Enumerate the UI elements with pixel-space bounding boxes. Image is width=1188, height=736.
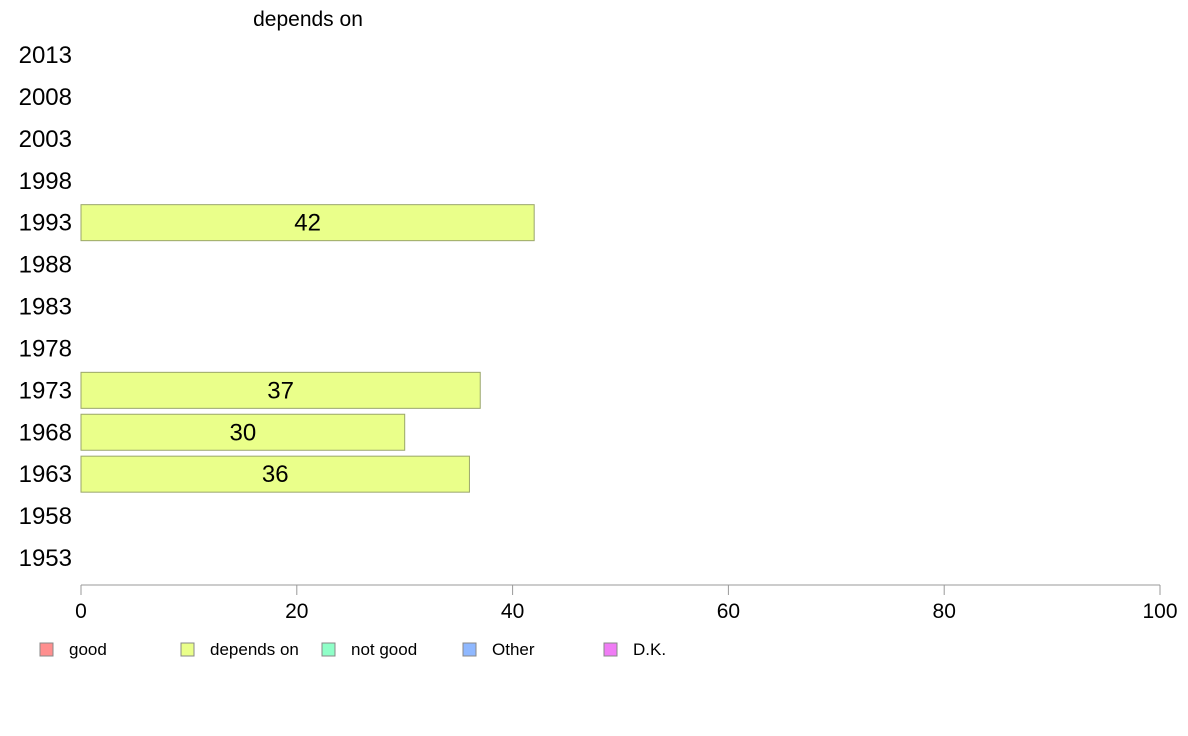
legend-swatch-depends-on bbox=[180, 642, 195, 657]
category-label-1993: 1993 bbox=[19, 210, 72, 237]
legend-swatch-not-good bbox=[321, 642, 336, 657]
bar-value-label-1993: 42 bbox=[294, 210, 321, 237]
legend-label-other: Other bbox=[492, 640, 535, 659]
legend-label-depends-on: depends on bbox=[210, 640, 299, 659]
bar-value-label-1963: 36 bbox=[262, 461, 289, 488]
bar-1973 bbox=[80, 371, 481, 409]
category-label-1983: 1983 bbox=[19, 294, 72, 321]
category-label-1973: 1973 bbox=[19, 377, 72, 404]
category-label-1988: 1988 bbox=[19, 252, 72, 279]
bar-value-label-1973: 37 bbox=[267, 377, 294, 404]
category-label-2003: 2003 bbox=[19, 126, 72, 153]
legend-label-d-k: D.K. bbox=[633, 640, 666, 659]
bar-value-label-1968: 30 bbox=[229, 419, 256, 446]
category-label-1998: 1998 bbox=[19, 168, 72, 195]
legend-swatch-good bbox=[39, 642, 54, 657]
category-label-1968: 1968 bbox=[19, 419, 72, 446]
x-axis: 0 20 40 60 80 100 bbox=[75, 584, 1178, 623]
category-label-2013: 2013 bbox=[19, 42, 72, 69]
bar-1993 bbox=[80, 204, 535, 242]
legend-label-not-good: not good bbox=[351, 640, 417, 659]
bar-1968 bbox=[80, 413, 406, 451]
category-label-1963: 1963 bbox=[19, 461, 72, 488]
legend-label-good: good bbox=[69, 640, 107, 659]
legend: good depends on not good Other D.K. bbox=[39, 640, 666, 659]
category-label-2008: 2008 bbox=[19, 84, 72, 111]
category-label-1958: 1958 bbox=[19, 503, 72, 530]
bar-1963 bbox=[80, 455, 470, 493]
category-label-1978: 1978 bbox=[19, 335, 72, 362]
category-labels: 2013 2008 2003 1998 1993 1988 1983 1978 1973 1968… bbox=[19, 42, 72, 572]
category-label-1953: 1953 bbox=[19, 545, 72, 572]
legend-swatch-other bbox=[462, 642, 477, 657]
x-tick-label-100: 100 bbox=[1142, 600, 1177, 623]
x-tick-label-20: 20 bbox=[285, 600, 308, 623]
x-tick-label-60: 60 bbox=[717, 600, 740, 623]
chart-title: depends on bbox=[253, 8, 363, 31]
x-tick-label-40: 40 bbox=[501, 600, 524, 623]
legend-swatch-d-k bbox=[603, 642, 618, 657]
x-tick-label-0: 0 bbox=[75, 600, 87, 623]
x-tick-label-80: 80 bbox=[933, 600, 956, 623]
